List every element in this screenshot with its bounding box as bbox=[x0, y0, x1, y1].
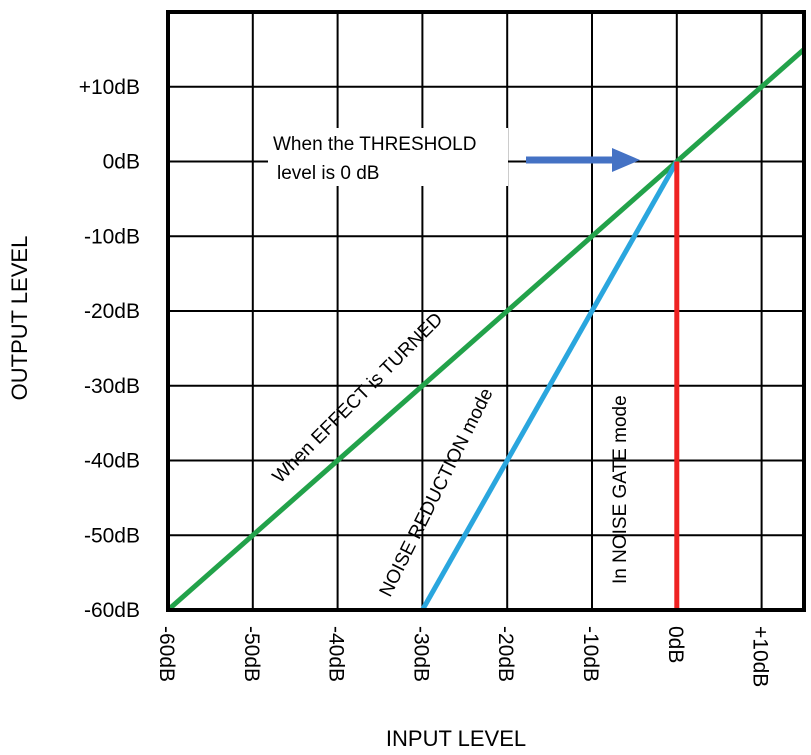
series-line-1 bbox=[420, 160, 679, 612]
threshold-arrow-head bbox=[612, 148, 640, 172]
x-tick-label: -10dB bbox=[579, 626, 602, 682]
y-tick-label: +10dB bbox=[79, 76, 140, 99]
x-tick-label: 0dB bbox=[664, 626, 687, 663]
y-tick-label: -10dB bbox=[84, 225, 140, 248]
threshold-annotation-line1: When the THRESHOLD bbox=[273, 134, 476, 155]
x-tick-label: -60dB bbox=[155, 626, 178, 682]
series-label-noise-reduction: NOISE REDUCTION mode bbox=[376, 385, 498, 600]
threshold-annotation-line2: level is 0 dB bbox=[277, 163, 379, 184]
y-tick-label: -30dB bbox=[84, 375, 140, 398]
x-axis-label: INPUT LEVEL bbox=[386, 726, 526, 751]
plot-frame bbox=[166, 10, 806, 612]
x-tick-label: -30dB bbox=[409, 626, 432, 682]
y-axis-label: OUTPUT LEVEL bbox=[7, 236, 32, 401]
y-tick-label: 0dB bbox=[103, 151, 140, 174]
x-tick-label: -40dB bbox=[325, 626, 348, 682]
threshold-annotation-background bbox=[268, 128, 508, 186]
y-tick-labels: -60dB -50dB -40dB -30dB -20dB -10dB 0dB +10dB bbox=[79, 76, 140, 622]
y-tick-label: -40dB bbox=[84, 450, 140, 473]
grid bbox=[168, 12, 804, 610]
series-label-noise-gate: In NOISE GATE mode bbox=[610, 395, 631, 584]
y-tick-label: -50dB bbox=[84, 524, 140, 547]
y-tick-label: -60dB bbox=[84, 599, 140, 622]
series-lines bbox=[166, 47, 806, 612]
x-tick-label: -50dB bbox=[240, 626, 263, 682]
series-line-0 bbox=[166, 47, 806, 612]
y-tick-label: -20dB bbox=[84, 300, 140, 323]
x-tick-labels: -60dB -50dB -40dB -30dB -20dB -10dB 0dB +10dB bbox=[155, 626, 772, 687]
threshold-arrow bbox=[526, 148, 640, 172]
x-tick-label: -20dB bbox=[494, 626, 517, 682]
x-tick-label: +10dB bbox=[749, 626, 772, 687]
